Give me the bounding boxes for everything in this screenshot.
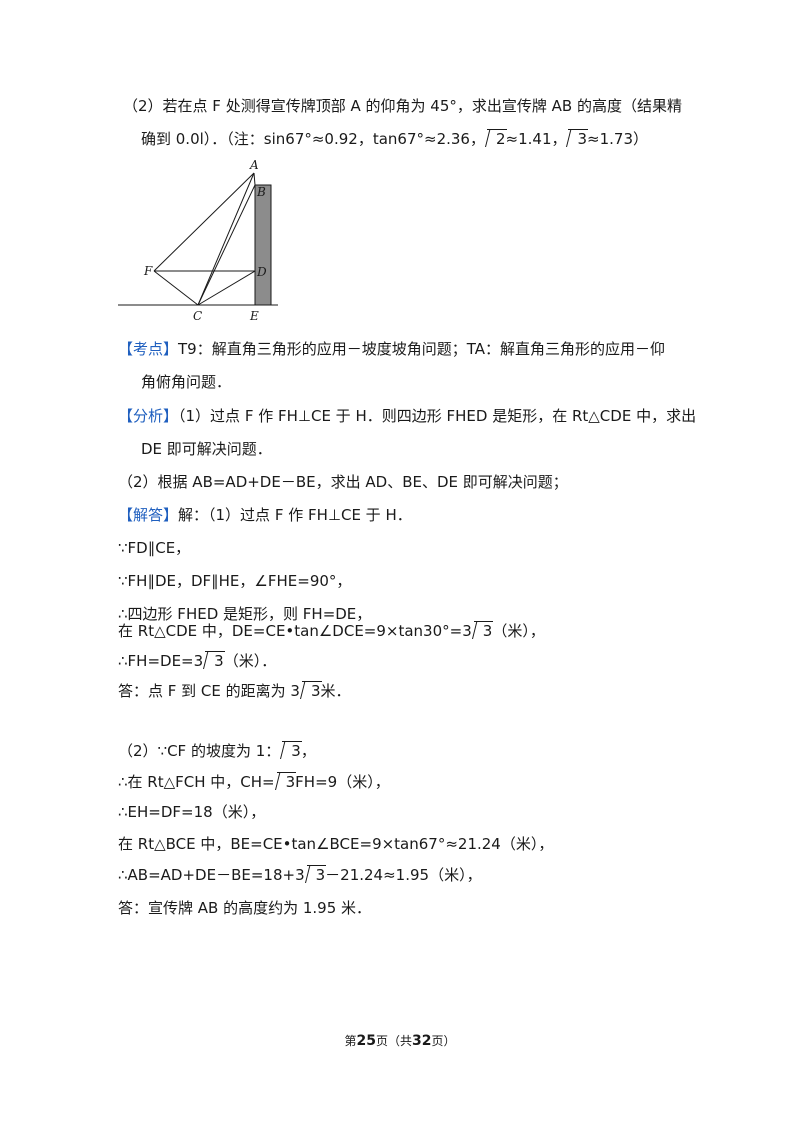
jieda-step: ∵FD∥CE， <box>118 537 190 559</box>
label-F: F <box>143 264 153 278</box>
jieda-text: 解：（1）过点 F 作 FH⊥CE 于 H． <box>178 506 412 524</box>
radicand: 3 <box>214 652 224 670</box>
segment-AB <box>253 172 256 186</box>
sqrt-symbol: 3 <box>275 771 296 793</box>
step-text: ∵FD∥CE， <box>118 539 191 557</box>
answer-text: 答：点 F 到 CE 的距离为 3 <box>118 682 300 700</box>
jieda-step: ∴四边形 FHED 是矩形，则 FH=DE， <box>118 603 371 625</box>
kaodian-text: 角俯角问题． <box>141 373 232 391</box>
kaodian-line2: 角俯角问题． <box>141 371 231 393</box>
question-part2-line1: （2）若在点 F 处测得宣传牌顶部 A 的仰角为 45°，求出宣传牌 AB 的高… <box>123 95 682 117</box>
jieda-step: ∵FH∥DE，DF∥HE，∠FHE=90°， <box>118 570 351 592</box>
segment-CB <box>197 184 256 306</box>
step-text: ∴四边形 FHED 是矩形，则 FH=DE， <box>118 605 372 623</box>
radicand: 3 <box>577 130 588 148</box>
step-text: ∴EH=DF=18（米）， <box>118 803 266 821</box>
radicand: 3 <box>310 682 321 700</box>
jieda-answer: 答：点 F 到 CE 的距离为 3 3米． <box>118 680 351 702</box>
question-part2-line2: 确到 0.0l）．（注：sin67°≈0.92，tan67°≈2.36， 2≈1.… <box>141 128 648 150</box>
step-text: 在 Rt△BCE 中，BE=CE•tan∠BCE=9×tan67°≈21.24（… <box>118 835 554 853</box>
step-text: －21.24≈1.95（米）， <box>325 866 482 884</box>
fenxi-line2: DE 即可解决问题． <box>141 438 272 460</box>
step-text: FH=9（米）， <box>295 773 390 791</box>
footer-text: 页（共 <box>375 1034 412 1048</box>
answer-text: 答：宣传牌 AB 的高度约为 1.95 米． <box>118 899 372 917</box>
kaodian-tag: 【考点】 <box>118 340 179 358</box>
label-B: B <box>256 185 266 199</box>
step-text: （米）． <box>223 652 277 670</box>
step-text: （米）， <box>492 622 545 640</box>
page-footer: 第25页（共32页） <box>0 1032 800 1050</box>
answer-text: 米． <box>320 682 351 700</box>
radicand: 3 <box>285 773 296 791</box>
question-text: ≈1.41， <box>505 130 567 148</box>
sqrt-symbol: 3 <box>566 128 588 150</box>
part2-step: ∴EH=DF=18（米）， <box>118 801 265 823</box>
jieda-step: ∴FH=DE=3 3（米）． <box>118 650 276 672</box>
step-text: （2）∵CF 的坡度为 1： <box>118 742 281 760</box>
sqrt-symbol: 3 <box>280 740 302 762</box>
step-text: ∵FH∥DE，DF∥HE，∠FHE=90°， <box>118 572 352 590</box>
sqrt-symbol: 3 <box>472 620 493 642</box>
part2-step: （2）∵CF 的坡度为 1： 3， <box>118 740 316 762</box>
segment-CD <box>197 270 256 306</box>
billboard <box>254 184 272 306</box>
step-text: ， <box>300 742 316 760</box>
radicand: 3 <box>482 622 493 640</box>
fenxi-text: （2）根据 AB=AD+DE－BE，求出 AD、BE、DE 即可解决问题； <box>118 473 568 491</box>
jieda-tag: 【解答】 <box>118 506 179 524</box>
step-text: ∴AB=AD+DE－BE=18+3 <box>118 866 305 884</box>
question-text: 确到 0.0l）．（注：sin67°≈0.92，tan67°≈2.36， <box>141 130 485 148</box>
radicand: 3 <box>315 866 326 884</box>
segment-FA <box>153 172 255 272</box>
question-text: ≈1.73） <box>587 130 648 148</box>
fenxi-text: DE 即可解决问题． <box>141 440 272 458</box>
step-text: 在 Rt△CDE 中，DE=CE•tan∠DCE=9×tan30°=3 <box>118 622 472 640</box>
label-C: C <box>193 309 202 323</box>
footer-text: 页） <box>431 1034 456 1048</box>
radicand: 2 <box>495 130 506 148</box>
label-E: E <box>249 309 259 323</box>
sqrt-symbol: 2 <box>485 128 507 150</box>
fenxi-tag: 【分析】 <box>118 407 179 425</box>
kaodian-line1: 【考点】T9：解直角三角形的应用－坡度坡角问题；TA：解直角三角形的应用－仰 <box>118 338 665 360</box>
geometry-figure: A B D F C E <box>118 158 278 323</box>
page-total: 32 <box>412 1033 432 1049</box>
question-text: （2）若在点 F 处测得宣传牌顶部 A 的仰角为 45°，求出宣传牌 AB 的高… <box>123 97 682 115</box>
step-text: ∴FH=DE=3 <box>118 652 204 670</box>
page-number: 25 <box>356 1033 376 1049</box>
label-D: D <box>256 265 267 279</box>
kaodian-text: T9：解直角三角形的应用－坡度坡角问题；TA：解直角三角形的应用－仰 <box>178 340 665 358</box>
part2-step: 在 Rt△BCE 中，BE=CE•tan∠BCE=9×tan67°≈21.24（… <box>118 833 553 855</box>
label-A: A <box>249 158 259 172</box>
sqrt-symbol: 3 <box>305 864 326 886</box>
segment-CA <box>197 172 255 306</box>
sqrt-symbol: 3 <box>203 650 225 672</box>
fenxi-text: （1）过点 F 作 FH⊥CE 于 H．则四边形 FHED 是矩形，在 Rt△C… <box>178 407 697 425</box>
step-text: ∴在 Rt△FCH 中，CH= <box>118 773 275 791</box>
sqrt-symbol: 3 <box>300 680 322 702</box>
part2-step: ∴AB=AD+DE－BE=18+3 3－21.24≈1.95（米）， <box>118 864 482 886</box>
footer-text: 第 <box>344 1034 357 1048</box>
part2-answer: 答：宣传牌 AB 的高度约为 1.95 米． <box>118 897 371 919</box>
jieda-step: 在 Rt△CDE 中，DE=CE•tan∠DCE=9×tan30°=3 3（米）， <box>118 620 545 642</box>
fenxi-line3: （2）根据 AB=AD+DE－BE，求出 AD、BE、DE 即可解决问题； <box>118 471 568 493</box>
part2-step: ∴在 Rt△FCH 中，CH= 3FH=9（米）， <box>118 771 390 793</box>
radicand: 3 <box>291 742 301 760</box>
fenxi-line1: 【分析】（1）过点 F 作 FH⊥CE 于 H．则四边形 FHED 是矩形，在 … <box>118 405 696 427</box>
jieda-intro: 【解答】解：（1）过点 F 作 FH⊥CE 于 H． <box>118 504 412 526</box>
segment-FC <box>153 270 199 306</box>
